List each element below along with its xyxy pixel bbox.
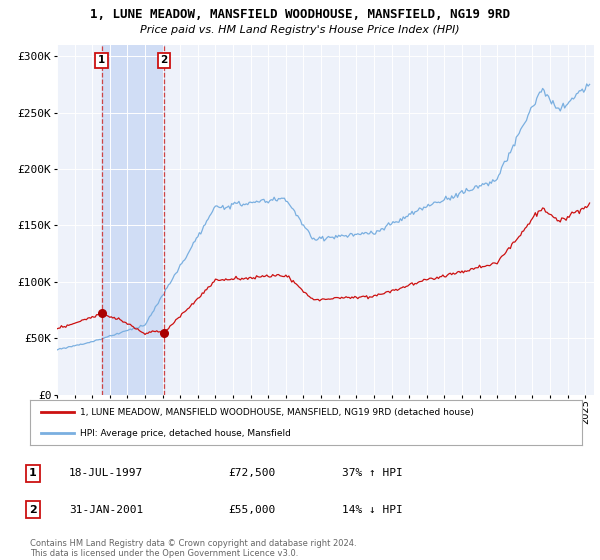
Text: 18-JUL-1997: 18-JUL-1997 [69,468,143,478]
Text: 1, LUNE MEADOW, MANSFIELD WOODHOUSE, MANSFIELD, NG19 9RD: 1, LUNE MEADOW, MANSFIELD WOODHOUSE, MAN… [90,8,510,21]
Text: 1: 1 [29,468,37,478]
Text: 1, LUNE MEADOW, MANSFIELD WOODHOUSE, MANSFIELD, NG19 9RD (detached house): 1, LUNE MEADOW, MANSFIELD WOODHOUSE, MAN… [80,408,473,417]
Bar [102,45,164,395]
Text: 37% ↑ HPI: 37% ↑ HPI [342,468,403,478]
Text: £72,500: £72,500 [228,468,275,478]
Text: £55,000: £55,000 [228,505,275,515]
Text: Contains HM Land Registry data © Crown copyright and database right 2024.
This d: Contains HM Land Registry data © Crown c… [30,539,356,558]
Text: HPI: Average price, detached house, Mansfield: HPI: Average price, detached house, Mans… [80,428,290,437]
Text: 31-JAN-2001: 31-JAN-2001 [69,505,143,515]
Text: 14% ↓ HPI: 14% ↓ HPI [342,505,403,515]
Text: Price paid vs. HM Land Registry's House Price Index (HPI): Price paid vs. HM Land Registry's House … [140,25,460,35]
Text: 1: 1 [98,55,106,66]
Text: 2: 2 [160,55,167,66]
Text: 2: 2 [29,505,37,515]
